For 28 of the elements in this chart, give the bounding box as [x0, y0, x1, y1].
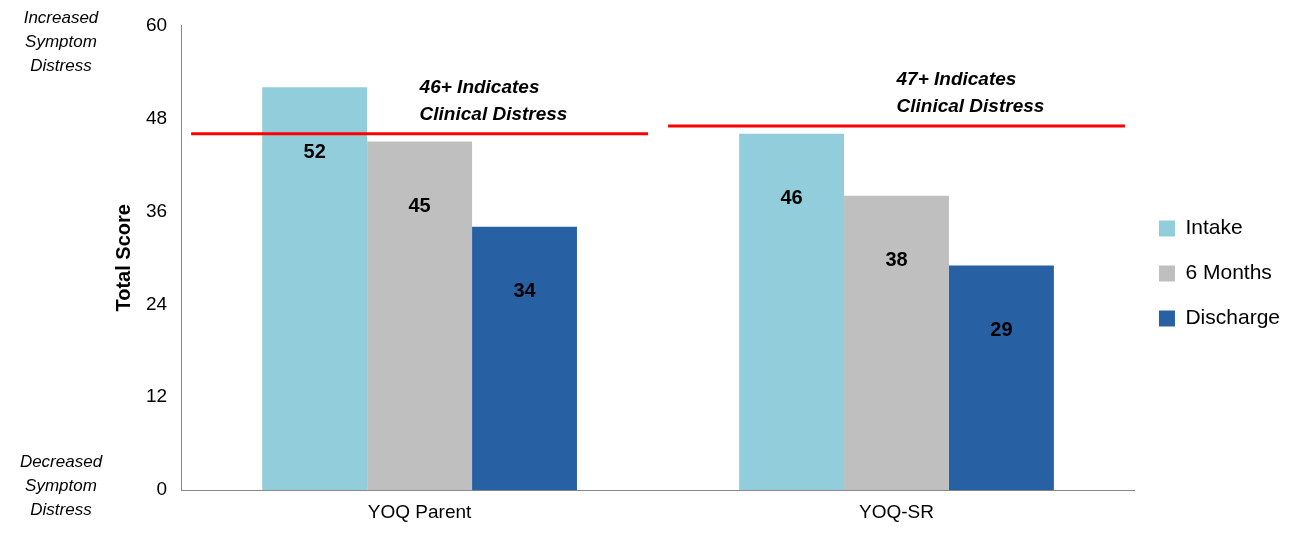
y-tick-label: 24 — [145, 292, 168, 314]
y-tick-label: 12 — [145, 385, 168, 407]
data-label: 52 — [303, 139, 326, 162]
y-tick-label: 0 — [156, 478, 168, 500]
text: Increased Symptom Distress — [23, 8, 99, 76]
y-tick-label: 36 — [145, 199, 168, 221]
bar — [367, 141, 473, 491]
bar — [739, 133, 845, 491]
bar — [948, 265, 1054, 491]
y-tick-label: 60 — [145, 13, 168, 35]
ref-line-label: 47+ Indicates Clinical Distress — [895, 67, 1045, 116]
data-label: 46 — [780, 186, 803, 209]
x-tick-label: YOQ-SR — [859, 500, 934, 522]
y-tick-label: 48 — [145, 106, 168, 128]
bar — [262, 87, 368, 491]
data-label: 29 — [990, 318, 1013, 341]
data-label: 38 — [885, 248, 908, 271]
ref-line-label: 46+ Indicates Clinical Distress — [418, 75, 568, 124]
data-label: 45 — [408, 194, 431, 217]
bar — [472, 226, 577, 491]
y-axis-title: Total Score — [111, 204, 134, 312]
legend-label: Discharge — [1185, 305, 1281, 329]
x-tick-label: YOQ Parent — [367, 500, 473, 522]
text: Decreased Symptom Distress — [19, 452, 103, 520]
data-label: 34 — [513, 279, 537, 302]
legend-label: 6 Months — [1185, 260, 1272, 284]
legend-label: Intake — [1185, 215, 1243, 239]
bar — [844, 195, 949, 491]
